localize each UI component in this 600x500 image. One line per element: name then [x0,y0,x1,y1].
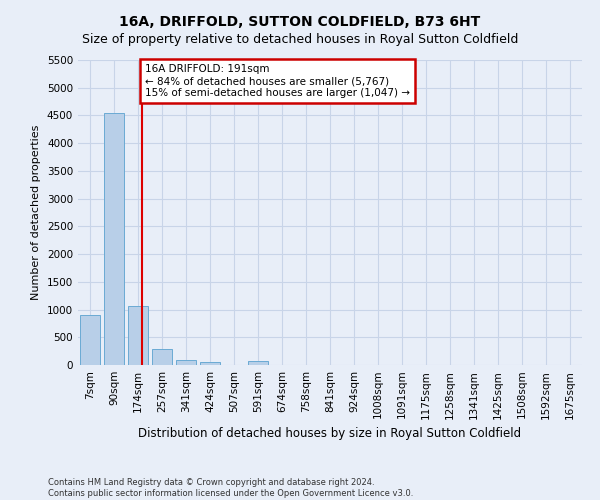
Bar [200,362,220,365]
Bar [128,306,148,365]
Y-axis label: Number of detached properties: Number of detached properties [31,125,41,300]
Bar [80,315,100,365]
Bar [176,360,196,365]
Bar [152,349,172,365]
Text: 16A DRIFFOLD: 191sqm
← 84% of detached houses are smaller (5,767)
15% of semi-de: 16A DRIFFOLD: 191sqm ← 84% of detached h… [145,64,410,98]
Text: Contains HM Land Registry data © Crown copyright and database right 2024.
Contai: Contains HM Land Registry data © Crown c… [48,478,413,498]
Bar [248,360,268,365]
Text: Size of property relative to detached houses in Royal Sutton Coldfield: Size of property relative to detached ho… [82,32,518,46]
Text: 16A, DRIFFOLD, SUTTON COLDFIELD, B73 6HT: 16A, DRIFFOLD, SUTTON COLDFIELD, B73 6HT [119,15,481,29]
Bar [104,112,124,365]
X-axis label: Distribution of detached houses by size in Royal Sutton Coldfield: Distribution of detached houses by size … [139,427,521,440]
